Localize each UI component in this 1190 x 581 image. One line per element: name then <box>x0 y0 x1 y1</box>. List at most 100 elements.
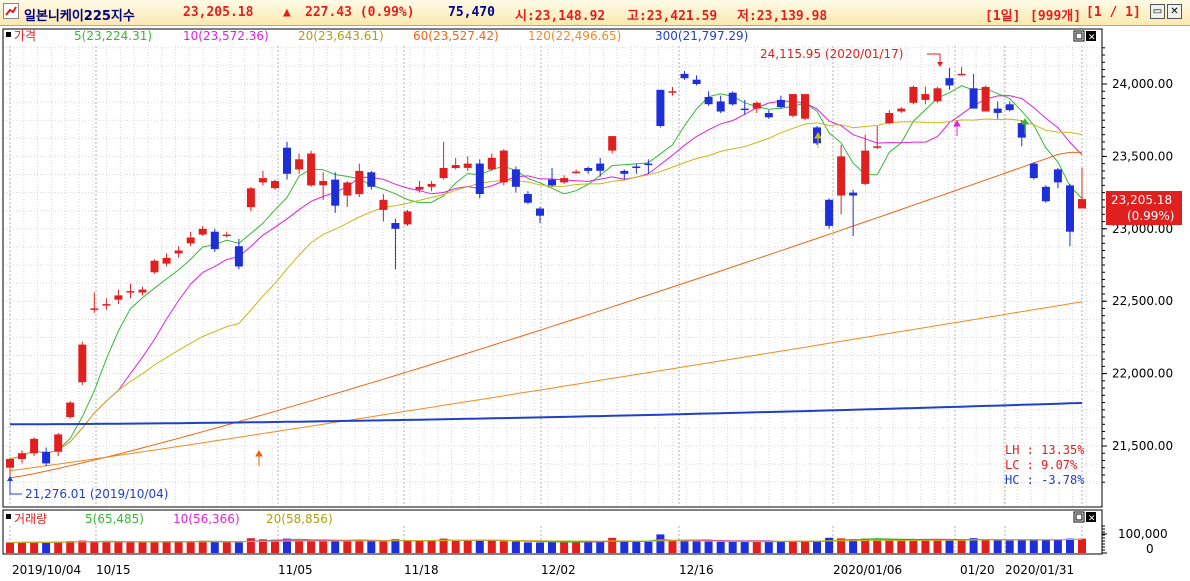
candle <box>18 450 26 464</box>
volume-bar <box>475 540 484 553</box>
candle <box>271 179 279 190</box>
candle <box>945 68 954 90</box>
x-label-20200131: 2020/01/31 <box>1005 563 1074 577</box>
volume-bar <box>1053 539 1062 553</box>
count-selector[interactable]: [999개] <box>1030 9 1082 24</box>
volume-ma-lines <box>9 538 1083 543</box>
volume-bar <box>439 538 448 553</box>
legend-vma10: 10(56,366) <box>173 512 240 526</box>
y-tick-label: 23,500.00 <box>1112 149 1173 163</box>
volume-bar <box>885 539 894 553</box>
candle <box>162 253 171 267</box>
volume-bar <box>716 541 725 553</box>
candle <box>66 401 75 419</box>
x-label-20200106: 2020/01/06 <box>833 563 902 577</box>
candle <box>572 169 581 174</box>
open-price: 시:23,148.92 <box>515 9 606 24</box>
volume-bar <box>463 540 472 553</box>
volume-panel-buttons[interactable]: ✕ <box>1073 511 1096 524</box>
volume-bar <box>1041 539 1050 553</box>
change-arrow: ▲ <box>283 5 291 20</box>
y-tick-label: 22,500.00 <box>1112 294 1173 308</box>
price-change: 227.43 (0.99%) <box>305 5 415 20</box>
volume-bar <box>668 541 677 553</box>
volume-bar <box>813 541 821 553</box>
candle <box>692 75 701 86</box>
candle <box>909 85 918 105</box>
legend-ma5: 5(23,224.31) <box>74 29 152 43</box>
legend-volume: 거래량 <box>14 512 47 526</box>
volume-bar <box>993 540 1002 553</box>
volume-bar <box>126 542 135 553</box>
volume-bar <box>42 542 51 553</box>
high-annotation: 24,115.95 (2020/01/17) <box>760 47 943 67</box>
candle <box>981 85 990 112</box>
low-annotation-label: 21,276.01 (2019/10/04) <box>25 487 168 501</box>
candle <box>54 432 63 457</box>
moving-average-lines <box>9 85 1083 479</box>
volume-bar <box>487 540 496 553</box>
volume-bar <box>656 534 665 553</box>
price-panel-buttons[interactable]: ✕ <box>1073 30 1096 43</box>
candle <box>548 167 556 187</box>
page-indicator: [1 / 1] <box>1086 5 1141 20</box>
volume-bar <box>801 541 809 553</box>
candle <box>222 231 231 238</box>
volume-bar <box>969 538 978 553</box>
low-annotation: 21,276.01 (2019/10/04) <box>7 476 168 501</box>
legend-ma20: 20(23,643.61) <box>298 29 384 43</box>
ma20-line <box>9 118 1083 460</box>
candle <box>499 149 508 186</box>
candle <box>620 169 629 180</box>
price-panel <box>2 28 1103 508</box>
volume-bar <box>451 540 460 553</box>
candle <box>584 166 593 174</box>
volume-bar <box>102 541 111 553</box>
candle <box>1029 162 1038 180</box>
legend-ma60: 60(23,527.42) <box>413 29 499 43</box>
candle <box>764 110 773 119</box>
volume-bars-group <box>6 534 1086 553</box>
candle <box>608 136 617 154</box>
chart-icon <box>3 3 19 23</box>
volume-bar <box>319 540 328 553</box>
candle <box>885 110 894 125</box>
volume-bar <box>138 542 147 553</box>
candle <box>90 292 99 313</box>
volume-tick-100000: 100,000 <box>1118 527 1168 541</box>
close-button[interactable]: ✕ <box>1167 4 1182 19</box>
candle <box>788 94 797 118</box>
candle <box>367 170 376 190</box>
volume-bar <box>174 541 183 553</box>
volume-bar <box>66 541 75 553</box>
volume-bar <box>921 539 930 553</box>
legend-ma120: 120(22,496.65) <box>528 29 621 43</box>
volume-bar <box>355 540 364 553</box>
candle <box>801 94 809 121</box>
candle <box>1066 183 1074 247</box>
candle <box>463 156 472 171</box>
volume-bar <box>271 539 279 553</box>
volume-bar <box>343 541 352 553</box>
candle <box>716 95 725 113</box>
maximize-button[interactable]: ▭ <box>1150 4 1165 19</box>
candle <box>1078 167 1086 209</box>
candle <box>210 228 219 252</box>
ma10-line <box>9 95 1083 460</box>
candles-group <box>6 67 1086 479</box>
ma300-line <box>10 402 1083 426</box>
volume-bar <box>861 538 870 553</box>
candle <box>644 159 653 174</box>
last-price-badge: 23,205.18 (0.99%) <box>1106 191 1182 225</box>
candle <box>138 286 147 296</box>
volume-bar <box>608 537 617 553</box>
period-selector[interactable]: [1일] <box>985 9 1021 24</box>
stat-hc: HC : -3.78% <box>1005 473 1085 487</box>
candle <box>78 341 87 386</box>
volume-bar <box>776 541 785 553</box>
volume-bar <box>54 541 63 553</box>
volume-bar <box>499 541 508 553</box>
volume-value: 75,470 <box>448 5 495 20</box>
candle <box>596 157 605 177</box>
candle <box>379 194 388 222</box>
